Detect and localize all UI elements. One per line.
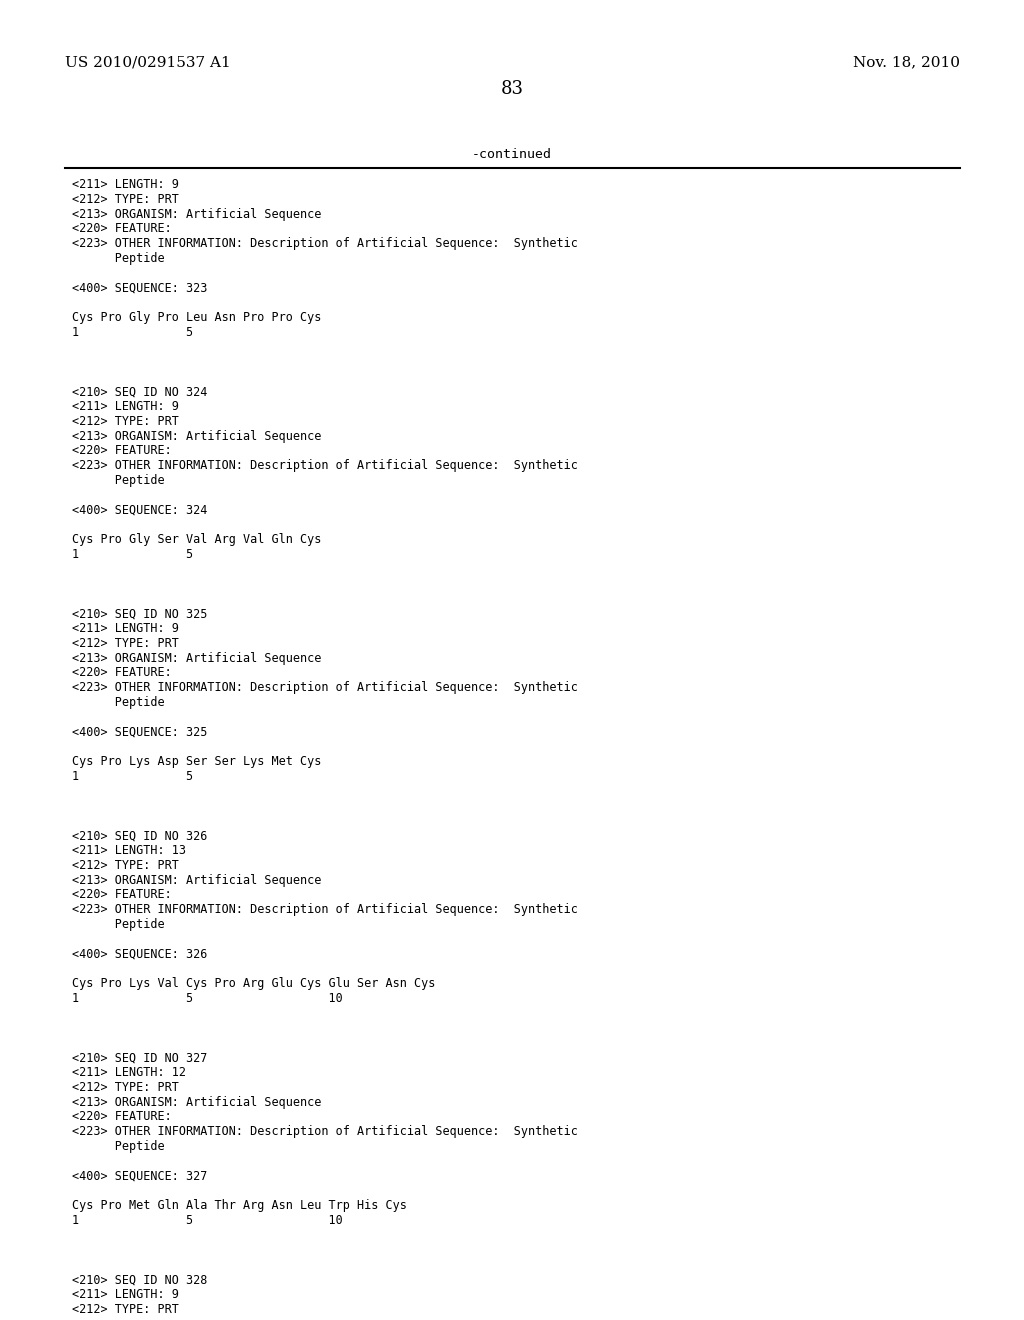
Text: <213> ORGANISM: Artificial Sequence: <213> ORGANISM: Artificial Sequence (72, 207, 322, 220)
Text: -continued: -continued (472, 148, 552, 161)
Text: 1               5                   10: 1 5 10 (72, 1214, 343, 1228)
Text: 1               5: 1 5 (72, 326, 194, 339)
Text: <223> OTHER INFORMATION: Description of Artificial Sequence:  Synthetic: <223> OTHER INFORMATION: Description of … (72, 903, 578, 916)
Text: Peptide: Peptide (72, 1140, 165, 1152)
Text: <213> ORGANISM: Artificial Sequence: <213> ORGANISM: Artificial Sequence (72, 652, 322, 664)
Text: <210> SEQ ID NO 326: <210> SEQ ID NO 326 (72, 829, 208, 842)
Text: 1               5: 1 5 (72, 770, 194, 783)
Text: <223> OTHER INFORMATION: Description of Artificial Sequence:  Synthetic: <223> OTHER INFORMATION: Description of … (72, 1125, 578, 1138)
Text: <400> SEQUENCE: 327: <400> SEQUENCE: 327 (72, 1170, 208, 1183)
Text: <223> OTHER INFORMATION: Description of Artificial Sequence:  Synthetic: <223> OTHER INFORMATION: Description of … (72, 681, 578, 694)
Text: <210> SEQ ID NO 324: <210> SEQ ID NO 324 (72, 385, 208, 399)
Text: <220> FEATURE:: <220> FEATURE: (72, 667, 172, 680)
Text: <400> SEQUENCE: 326: <400> SEQUENCE: 326 (72, 948, 208, 961)
Text: Cys Pro Met Gln Ala Thr Arg Asn Leu Trp His Cys: Cys Pro Met Gln Ala Thr Arg Asn Leu Trp … (72, 1199, 407, 1212)
Text: Peptide: Peptide (72, 696, 165, 709)
Text: <223> OTHER INFORMATION: Description of Artificial Sequence:  Synthetic: <223> OTHER INFORMATION: Description of … (72, 238, 578, 251)
Text: <211> LENGTH: 9: <211> LENGTH: 9 (72, 1288, 179, 1302)
Text: <213> ORGANISM: Artificial Sequence: <213> ORGANISM: Artificial Sequence (72, 1096, 322, 1109)
Text: <210> SEQ ID NO 327: <210> SEQ ID NO 327 (72, 1051, 208, 1064)
Text: 83: 83 (501, 81, 523, 98)
Text: 1               5: 1 5 (72, 548, 194, 561)
Text: <210> SEQ ID NO 325: <210> SEQ ID NO 325 (72, 607, 208, 620)
Text: <210> SEQ ID NO 328: <210> SEQ ID NO 328 (72, 1274, 208, 1286)
Text: <212> TYPE: PRT: <212> TYPE: PRT (72, 859, 179, 871)
Text: <223> OTHER INFORMATION: Description of Artificial Sequence:  Synthetic: <223> OTHER INFORMATION: Description of … (72, 459, 578, 473)
Text: <220> FEATURE:: <220> FEATURE: (72, 1110, 172, 1123)
Text: Cys Pro Lys Asp Ser Ser Lys Met Cys: Cys Pro Lys Asp Ser Ser Lys Met Cys (72, 755, 322, 768)
Text: <220> FEATURE:: <220> FEATURE: (72, 222, 172, 235)
Text: <400> SEQUENCE: 323: <400> SEQUENCE: 323 (72, 281, 208, 294)
Text: Peptide: Peptide (72, 917, 165, 931)
Text: 1               5                   10: 1 5 10 (72, 993, 343, 1005)
Text: Nov. 18, 2010: Nov. 18, 2010 (853, 55, 961, 69)
Text: <220> FEATURE:: <220> FEATURE: (72, 445, 172, 458)
Text: <212> TYPE: PRT: <212> TYPE: PRT (72, 636, 179, 649)
Text: Peptide: Peptide (72, 252, 165, 265)
Text: <212> TYPE: PRT: <212> TYPE: PRT (72, 193, 179, 206)
Text: <211> LENGTH: 12: <211> LENGTH: 12 (72, 1067, 186, 1078)
Text: US 2010/0291537 A1: US 2010/0291537 A1 (65, 55, 230, 69)
Text: <400> SEQUENCE: 325: <400> SEQUENCE: 325 (72, 726, 208, 739)
Text: <213> ORGANISM: Artificial Sequence: <213> ORGANISM: Artificial Sequence (72, 874, 322, 887)
Text: <213> ORGANISM: Artificial Sequence: <213> ORGANISM: Artificial Sequence (72, 429, 322, 442)
Text: <211> LENGTH: 9: <211> LENGTH: 9 (72, 178, 179, 191)
Text: Cys Pro Lys Val Cys Pro Arg Glu Cys Glu Ser Asn Cys: Cys Pro Lys Val Cys Pro Arg Glu Cys Glu … (72, 977, 435, 990)
Text: <220> FEATURE:: <220> FEATURE: (72, 888, 172, 902)
Text: <212> TYPE: PRT: <212> TYPE: PRT (72, 414, 179, 428)
Text: <212> TYPE: PRT: <212> TYPE: PRT (72, 1081, 179, 1094)
Text: <212> TYPE: PRT: <212> TYPE: PRT (72, 1303, 179, 1316)
Text: Peptide: Peptide (72, 474, 165, 487)
Text: <400> SEQUENCE: 324: <400> SEQUENCE: 324 (72, 504, 208, 516)
Text: Cys Pro Gly Ser Val Arg Val Gln Cys: Cys Pro Gly Ser Val Arg Val Gln Cys (72, 533, 322, 546)
Text: <211> LENGTH: 13: <211> LENGTH: 13 (72, 843, 186, 857)
Text: Cys Pro Gly Pro Leu Asn Pro Pro Cys: Cys Pro Gly Pro Leu Asn Pro Pro Cys (72, 312, 322, 325)
Text: <211> LENGTH: 9: <211> LENGTH: 9 (72, 400, 179, 413)
Text: <211> LENGTH: 9: <211> LENGTH: 9 (72, 622, 179, 635)
